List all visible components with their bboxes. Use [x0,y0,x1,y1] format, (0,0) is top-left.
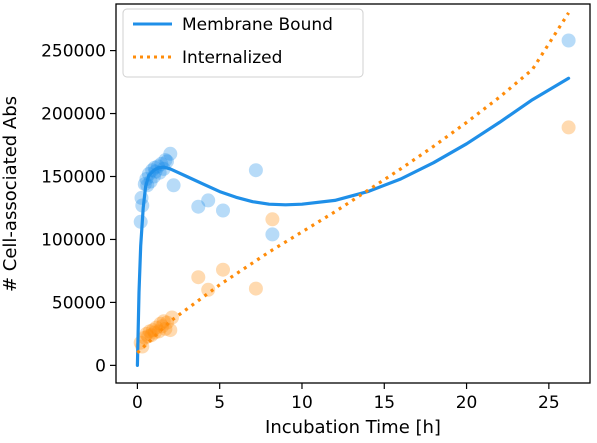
data-point-internalized [561,120,576,135]
data-point-membrane-bound [561,33,576,48]
data-point-internalized [149,320,164,335]
x-tick-label: 15 [373,393,395,413]
data-point-membrane-bound [166,178,181,193]
data-point-internalized [191,270,206,285]
data-point-internalized [139,326,154,341]
y-axis-label: # Cell-associated Abs [0,96,21,292]
data-point-internalized [201,282,216,297]
y-tick-label: 200000 [41,105,106,125]
data-point-internalized [155,319,170,334]
x-tick-label: 10 [291,393,313,413]
y-tick-label: 50000 [52,293,106,313]
data-point-internalized [216,262,230,277]
data-point-internalized [248,281,263,296]
data-point-membrane-bound [156,161,171,176]
data-point-internalized [147,325,162,340]
data-point-internalized [163,323,178,338]
data-point-membrane-bound [201,193,216,208]
data-point-internalized [137,330,152,345]
x-tick-label: 25 [538,393,560,413]
data-point-internalized [146,323,160,338]
x-axis-label: Incubation Time [h] [265,417,441,438]
data-point-internalized [265,212,280,227]
data-point-membrane-bound [158,153,173,168]
legend-label-internalized: Internalized [182,48,282,68]
x-tick-label: 0 [132,393,143,413]
data-point-internalized [153,316,168,331]
data-point-membrane-bound [163,146,178,161]
plot-area [133,11,576,367]
y-tick-label: 150000 [41,168,106,188]
legend-label-membrane-bound: Membrane Bound [182,15,333,35]
y-tick-label: 250000 [41,42,106,62]
data-point-internalized [158,321,173,336]
plot-frame [115,3,591,384]
data-point-internalized [141,329,156,344]
data-point-internalized [165,310,179,325]
data-point-membrane-bound [191,199,206,214]
y-tick-label: 0 [95,356,106,376]
x-tick-label: 5 [214,393,225,413]
series-line-membrane-bound [135,76,571,367]
y-tick-label: 100000 [41,230,106,250]
y-axis: 0 50000 100000 150000 200000 250000 [41,42,116,376]
series-line-internalized [136,11,570,354]
data-point-membrane-bound [248,163,263,178]
data-point-internalized [142,324,157,339]
x-axis: 0 5 10 15 20 25 [132,383,560,413]
legend-box [122,8,364,78]
data-point-membrane-bound [265,227,280,242]
data-point-membrane-bound [160,154,174,169]
x-tick-label: 20 [456,393,478,413]
data-point-internalized [144,328,159,343]
legend: Membrane Bound Internalized [122,8,364,78]
data-point-membrane-bound [216,203,230,218]
